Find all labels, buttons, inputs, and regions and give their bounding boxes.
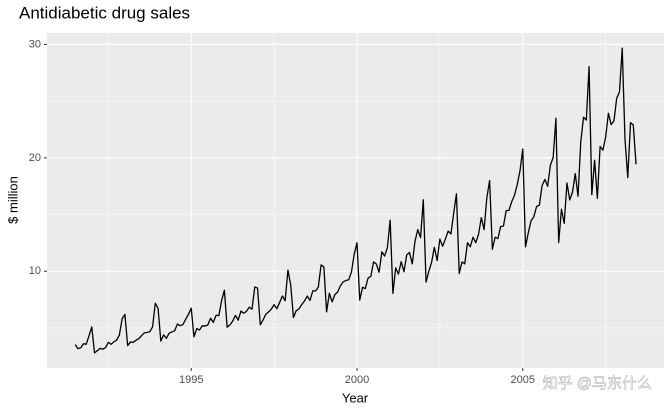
y-axis-title: $ million	[5, 176, 20, 224]
watermark: 知乎 @马东什么	[543, 375, 652, 392]
chart-title: Antidiabetic drug sales	[19, 3, 190, 22]
x-tick-label: 2005	[511, 374, 535, 386]
plot-panel	[47, 33, 664, 368]
y-tick-label: 10	[29, 265, 41, 277]
y-tick-label: 30	[29, 38, 41, 50]
x-tick-label: 1995	[179, 374, 203, 386]
x-axis-title: Year	[342, 390, 369, 405]
y-tick-label: 20	[29, 152, 41, 164]
x-tick-label: 2000	[345, 374, 369, 386]
data-line	[74, 47, 637, 354]
